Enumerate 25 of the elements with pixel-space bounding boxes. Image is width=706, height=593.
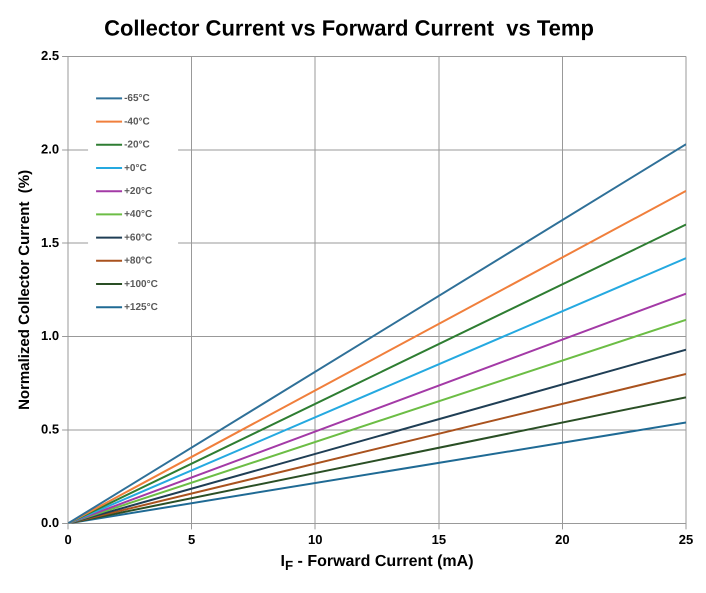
y-axis-title: Normalized Collector Current (%) (16, 170, 34, 410)
x-axis-title: I$_{F}$ - Forward Current (mA) (279, 553, 475, 574)
legend-label: -65°C (124, 93, 150, 104)
legend-label: +40°C (124, 209, 152, 220)
x-tick-label: 20 (555, 532, 570, 547)
x-tick-label: 15 (432, 532, 446, 547)
legend-label: -40°C (124, 116, 150, 128)
y-tick-label: 2.0 (40, 141, 60, 156)
x-tick-label: 0 (64, 532, 72, 547)
chart-title: Collector Current vs Forward Current vs Temp (104, 15, 594, 40)
y-tick-label: 2.5 (40, 48, 60, 63)
x-tick-label: 10 (308, 532, 322, 547)
y-tick-label: 0.0 (40, 514, 60, 530)
legend-label: -20°C (124, 140, 150, 151)
x-tick-label: 5 (188, 532, 196, 547)
legend-label: +0°C (124, 162, 147, 174)
y-tick-label: 1.5 (40, 234, 60, 250)
legend-label: +60°C (124, 232, 152, 244)
y-tick-label: 1.0 (40, 328, 60, 344)
legend-label: +80°C (124, 256, 152, 267)
legend-label: +125°C (124, 302, 158, 313)
y-tick-label: 0.5 (40, 422, 60, 437)
x-tick-label: 25 (678, 532, 694, 547)
legend-label: +20°C (124, 186, 152, 197)
legend-label: +100°C (124, 278, 158, 290)
